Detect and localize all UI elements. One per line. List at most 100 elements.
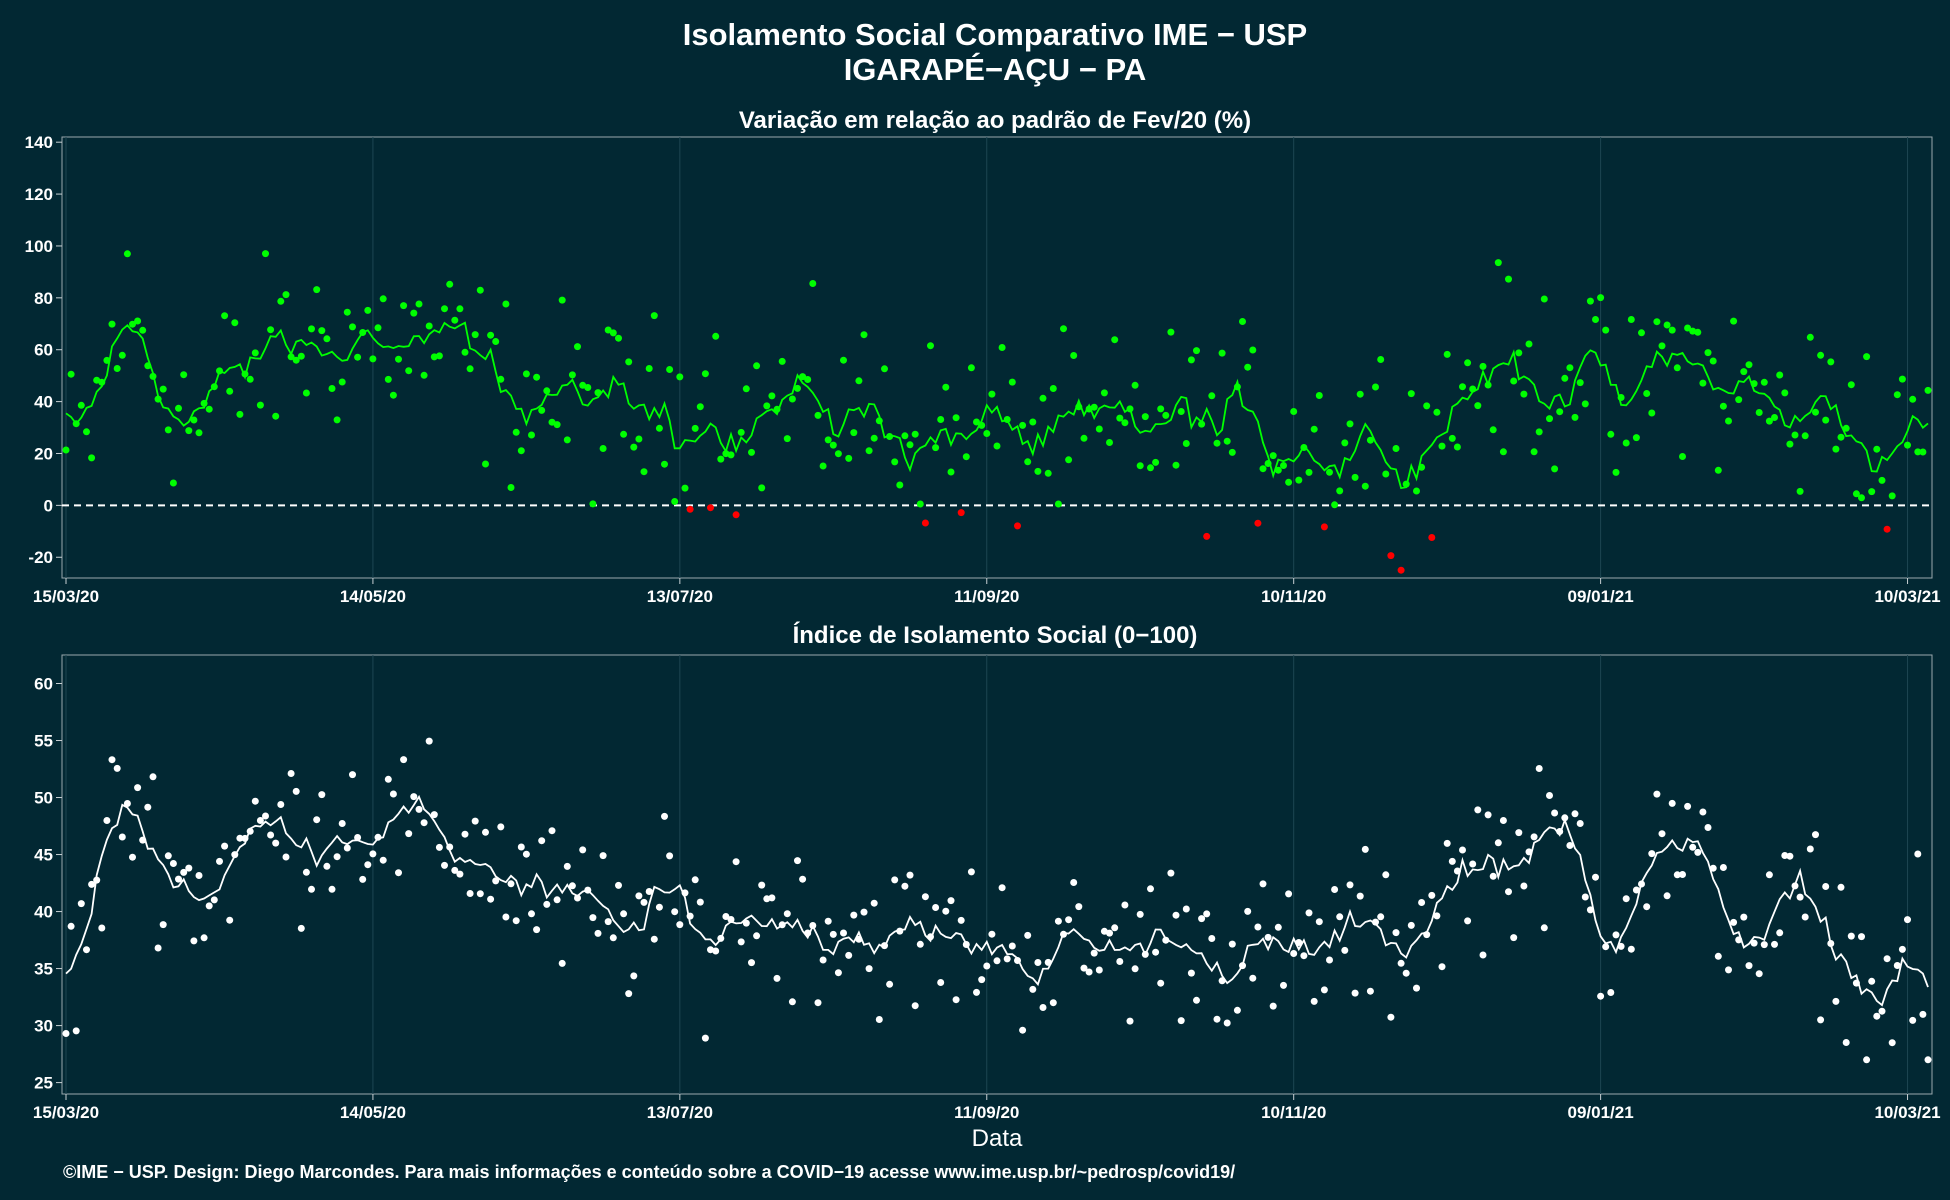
- variation-point: [650, 312, 658, 320]
- index-point: [1382, 871, 1390, 879]
- variation-point: [942, 383, 950, 391]
- index-point: [840, 929, 847, 937]
- variation-point: [512, 428, 520, 436]
- index-point: [144, 803, 152, 811]
- y-tick-label: 25: [34, 1074, 53, 1093]
- index-point: [1725, 966, 1732, 974]
- main-title-line2: IGARAPÉ−AÇU − PA: [844, 52, 1147, 87]
- variation-point: [1837, 433, 1845, 441]
- index-point: [446, 843, 454, 851]
- variation-point: [359, 329, 367, 336]
- variation-point: [308, 325, 315, 333]
- index-point: [1812, 831, 1819, 839]
- index-point: [1090, 949, 1098, 957]
- index-point: [870, 899, 878, 907]
- variation-point: [1295, 476, 1303, 484]
- index-point: [1806, 845, 1814, 853]
- variation-point: [497, 375, 505, 383]
- variation-point: [1372, 383, 1379, 391]
- index-point: [1177, 1017, 1185, 1025]
- variation-point: [1280, 462, 1287, 469]
- variation-point: [1162, 411, 1170, 419]
- variation-point: [594, 389, 602, 397]
- variation-point: [983, 430, 991, 437]
- variation-point: [1351, 473, 1359, 481]
- index-point: [1351, 989, 1359, 997]
- variation-point: [435, 352, 443, 360]
- y-tick-label: 35: [34, 960, 53, 979]
- index-point: [1909, 1016, 1917, 1024]
- variation-point: [574, 343, 581, 351]
- y-tick-label: 60: [34, 675, 53, 694]
- index-point: [359, 875, 367, 883]
- index-point: [655, 903, 663, 911]
- index-point: [169, 860, 177, 867]
- variation-point: [149, 372, 157, 380]
- index-point: [558, 959, 566, 967]
- variation-point: [1106, 439, 1113, 446]
- index-point: [973, 988, 980, 996]
- index-point: [323, 862, 331, 870]
- variation-point: [1781, 389, 1789, 397]
- index-point: [1136, 910, 1144, 918]
- index-point: [83, 946, 90, 954]
- variation-point: [1402, 480, 1410, 488]
- index-point: [1617, 942, 1625, 950]
- variation-point: [1136, 462, 1144, 470]
- index-point: [123, 800, 131, 807]
- index-point: [1781, 852, 1789, 859]
- variation-point: [1607, 430, 1615, 438]
- variation-point: [1827, 358, 1835, 366]
- variation-point: [1131, 381, 1139, 389]
- isolation-index-panel-title: Índice de Isolamento Social (0−100): [793, 621, 1198, 649]
- index-point: [1469, 860, 1477, 868]
- variation-point: [860, 331, 868, 339]
- variation-point: [287, 353, 295, 361]
- variation-point: [809, 280, 817, 287]
- variation-point: [896, 481, 904, 489]
- variation-point: [1274, 466, 1282, 474]
- x-tick-label: 15/03/20: [33, 587, 99, 606]
- index-point: [1658, 830, 1666, 838]
- index-point: [1888, 1039, 1896, 1047]
- index-point: [180, 868, 188, 876]
- index-point: [1044, 958, 1052, 966]
- variation-point: [1407, 390, 1415, 398]
- index-point: [1755, 970, 1763, 978]
- index-point: [420, 819, 428, 827]
- variation-point: [1638, 329, 1645, 337]
- index-point: [988, 930, 996, 938]
- variation-point: [1832, 445, 1840, 453]
- x-tick-label: 11/09/20: [954, 587, 1019, 606]
- variation-point: [1868, 488, 1876, 496]
- index-point: [1366, 987, 1374, 995]
- index-point: [1561, 814, 1569, 822]
- index-point: [1310, 997, 1318, 1005]
- index-point: [113, 764, 121, 772]
- index-point: [517, 843, 525, 851]
- y-tick-label: 60: [34, 341, 53, 360]
- index-point: [507, 880, 515, 888]
- index-point: [338, 820, 346, 827]
- index-point: [1346, 881, 1354, 889]
- index-point: [1356, 892, 1364, 900]
- variation-point: [1505, 275, 1512, 283]
- variation-point: [1694, 328, 1702, 336]
- variation-point: [937, 416, 945, 423]
- variation-point: [216, 367, 223, 375]
- index-point: [1745, 962, 1753, 970]
- y-tick-label: 80: [34, 289, 53, 308]
- index-point: [732, 858, 740, 866]
- variation-point: [1060, 325, 1067, 333]
- index-point: [77, 900, 85, 908]
- index-point: [1842, 1039, 1850, 1046]
- variation-point: [318, 327, 326, 335]
- index-point: [881, 942, 888, 950]
- index-point: [1832, 997, 1840, 1005]
- index-point: [1858, 933, 1865, 941]
- variation-point: [696, 403, 704, 411]
- variation-point: [1699, 379, 1707, 387]
- index-point: [819, 956, 827, 964]
- variation-point: [1525, 340, 1533, 348]
- index-point: [1029, 985, 1037, 993]
